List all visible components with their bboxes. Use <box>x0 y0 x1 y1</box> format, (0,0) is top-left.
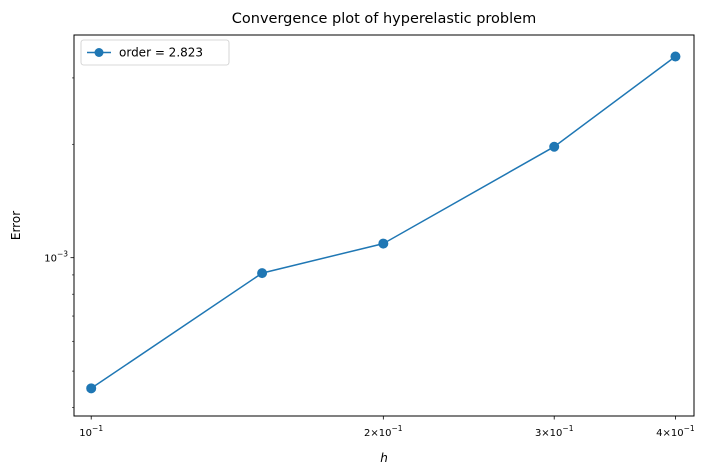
legend: order = 2.823 <box>80 39 230 66</box>
plot-area-frame <box>73 34 695 417</box>
chart-title: Convergence plot of hyperelastic problem <box>232 11 536 27</box>
x-tick-label: 10−1 <box>79 424 103 439</box>
y-axis-ticks: 10−3 <box>44 77 74 408</box>
legend-label: order = 2.823 <box>119 46 203 60</box>
legend-box <box>80 39 230 66</box>
x-axis-label: h <box>380 451 388 465</box>
data-point <box>86 383 97 394</box>
x-axis-ticks: 10−1 2×10−1 3×10−1 4×10−1 <box>79 416 695 439</box>
y-axis-label: Error <box>9 211 23 240</box>
data-point <box>670 51 681 62</box>
y-tick-label: 10−3 <box>44 250 68 265</box>
x-tick-label: 4×10−1 <box>656 424 695 439</box>
data-point <box>549 141 560 152</box>
data-point <box>257 268 268 279</box>
legend-marker-swatch <box>94 48 104 57</box>
x-tick-label: 3×10−1 <box>535 424 574 439</box>
x-tick-label: 2×10−1 <box>364 424 403 439</box>
data-point <box>378 238 389 249</box>
series-line <box>90 55 676 389</box>
series-layer <box>86 51 681 394</box>
